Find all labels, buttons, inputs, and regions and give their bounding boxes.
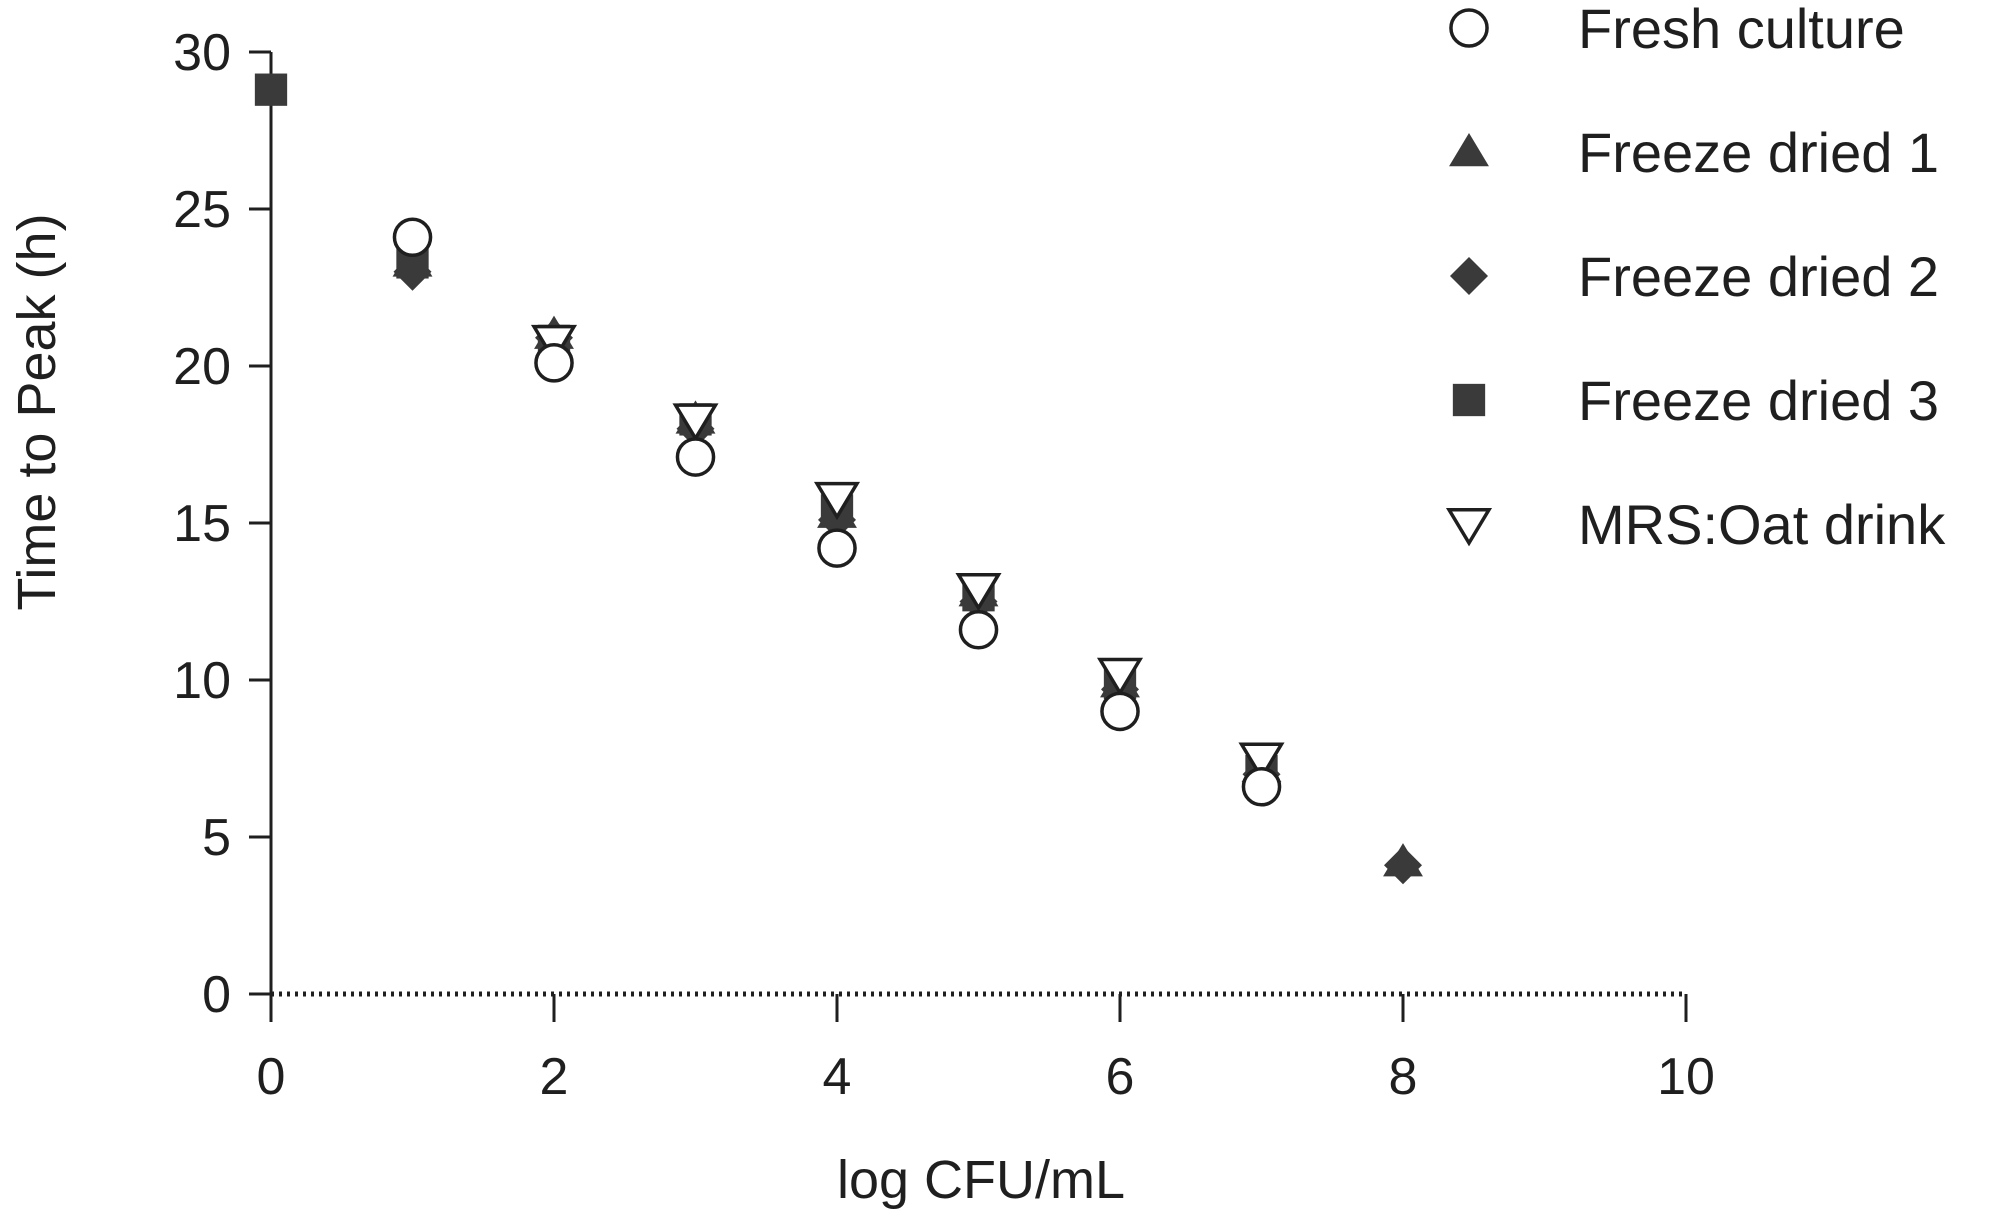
y-tick-label: 30	[173, 24, 231, 82]
legend-marker	[1450, 257, 1488, 295]
data-point	[1241, 766, 1282, 807]
data-point	[1384, 846, 1422, 885]
data-point	[813, 481, 861, 521]
y-tick-label: 20	[173, 338, 231, 396]
x-tick-label: 6	[1106, 1048, 1135, 1106]
legend-label: MRS:Oat drink	[1578, 493, 1946, 556]
legend-marker	[1449, 8, 1489, 48]
data-point	[675, 437, 716, 477]
data-point	[254, 73, 288, 106]
legend-label: Fresh culture	[1578, 0, 1905, 60]
data-point	[672, 403, 719, 442]
y-tick-label: 0	[202, 966, 231, 1024]
x-tick-label: 10	[1657, 1048, 1715, 1106]
data-point	[958, 609, 999, 650]
legend-label: Freeze dried 1	[1578, 121, 1939, 184]
legend-marker	[1449, 133, 1489, 167]
legend-marker	[1452, 383, 1486, 417]
data-points	[254, 73, 1423, 885]
data-point	[817, 528, 857, 568]
x-tick-label: 4	[823, 1048, 852, 1106]
legend: Fresh culture Freeze dried 1 Freeze dried …	[1445, 0, 1946, 556]
y-tick-label: 15	[173, 495, 231, 553]
x-tick-label: 2	[540, 1048, 569, 1106]
y-tick-label: 10	[173, 652, 231, 710]
y-tick-label: 5	[202, 809, 231, 867]
legend-label: Freeze dried 3	[1578, 369, 1939, 432]
data-point	[392, 217, 433, 258]
data-point	[393, 252, 432, 291]
x-axis-title: log CFU/mL	[837, 1150, 1125, 1210]
data-point	[1238, 742, 1285, 781]
data-point	[1100, 691, 1140, 732]
y-tick-label: 25	[173, 181, 231, 239]
x-tick-label: 8	[1389, 1048, 1418, 1106]
y-axis-title: Time to Peak (h)	[7, 213, 67, 610]
legend-marker	[1445, 508, 1493, 547]
data-point	[1096, 657, 1144, 697]
axes: 0 5 10 15 20 25 30 0 2 4 6 8 10	[173, 24, 1715, 1106]
data-point	[534, 343, 574, 383]
data-point	[955, 572, 1002, 612]
legend-label: Freeze dried 2	[1578, 245, 1939, 308]
x-tick-label: 0	[257, 1048, 286, 1106]
